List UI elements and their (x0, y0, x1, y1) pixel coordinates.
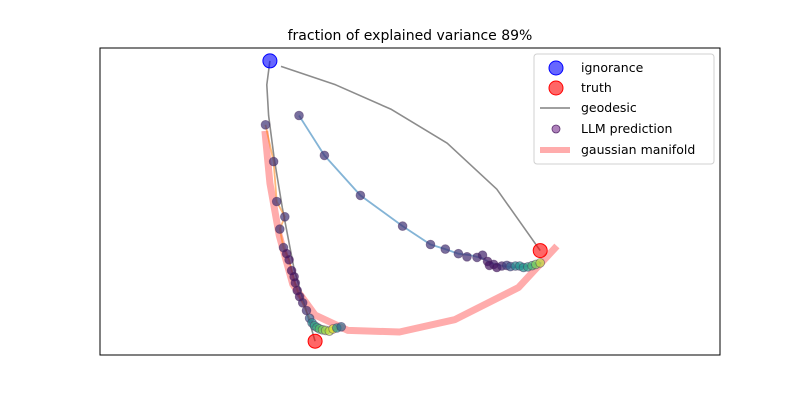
llm-prediction-point-1 (294, 110, 304, 121)
llm-prediction-layer (260, 110, 545, 336)
llm-prediction-point-26 (268, 156, 279, 167)
chart-title: fraction of explained variance 89% (288, 28, 533, 44)
llm-prediction-point-8 (462, 251, 472, 262)
anchor-layer (262, 53, 548, 349)
llm-prediction-point-2 (319, 150, 330, 161)
ignorance-point (262, 53, 278, 69)
llm-prediction-point-32 (284, 254, 294, 265)
legend-geodesic-label: geodesic (581, 100, 637, 115)
llm-prediction-point-25 (260, 120, 271, 130)
legend-truth-label: truth (581, 80, 612, 95)
llm-prediction-point-38 (297, 297, 308, 308)
llm-prediction-point-10 (477, 250, 488, 261)
llm-prediction-point-29 (274, 224, 285, 234)
llm-prediction-point-28 (279, 212, 290, 222)
truth-point-1 (307, 333, 323, 349)
llm-prediction-point-3 (355, 190, 366, 201)
legend-truth-marker (548, 80, 564, 96)
legend-ignorance-marker (548, 60, 564, 76)
legend: ignorance truth geodesic LLM prediction … (533, 53, 715, 165)
llm-prediction-point-7 (453, 248, 464, 259)
legend-llm-prediction-marker (551, 124, 561, 134)
llm-prediction-point-6 (440, 244, 451, 254)
legend-frame (533, 53, 715, 165)
llm-prediction-point-4 (397, 221, 408, 231)
gaussian-manifold-curve (261, 130, 560, 336)
truth-point-2 (532, 243, 548, 259)
llm-prediction-point-27 (271, 196, 282, 207)
gaussian-manifold-layer (261, 130, 560, 336)
legend-gaussian-manifold-label: gaussian manifold (581, 142, 695, 157)
legend-llm-prediction-label: LLM prediction (581, 121, 672, 136)
llm-prediction-point-50 (336, 321, 347, 332)
legend-ignorance-label: ignorance (581, 60, 644, 75)
llm-prediction-point-5 (425, 239, 436, 250)
geodesic-line-2 (280, 65, 541, 252)
llm-prediction-point-24 (535, 258, 545, 268)
